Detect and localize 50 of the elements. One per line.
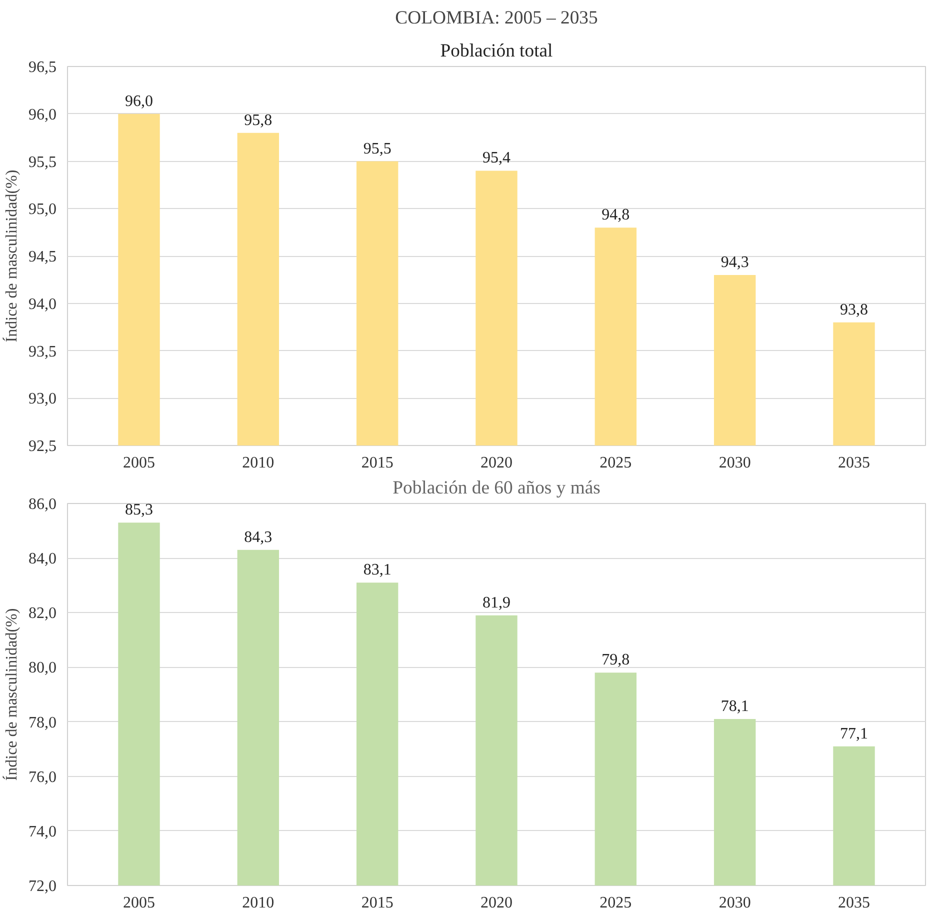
x-tick-label: 2020 (480, 454, 512, 472)
data-label: 95,5 (363, 140, 392, 158)
x-tick-label: 2030 (718, 894, 751, 912)
text: COLOMBIA: 2005 – 2035 (395, 8, 598, 28)
y-tick-label: 86,0 (28, 496, 56, 513)
y-axis-title: Índice de masculinidad(%) (2, 170, 20, 342)
y-tick-label: 76,0 (28, 768, 56, 786)
y-tick-label: 80,0 (28, 660, 56, 677)
x-tick-label: 2005 (123, 894, 155, 912)
y-tick-label: 95,5 (28, 154, 56, 171)
x-tick-label: 2005 (123, 454, 155, 472)
y-tick-label: 94,0 (28, 296, 56, 313)
x-tick-label: 2010 (242, 454, 274, 472)
data-label: 78,1 (720, 698, 749, 716)
data-label: 94,8 (602, 206, 630, 224)
y-tick-label: 93,0 (28, 390, 56, 408)
data-label: 77,1 (840, 725, 868, 742)
y-tick-label: 84,0 (28, 550, 56, 568)
data-label: 94,3 (720, 254, 749, 271)
x-tick-label: 2010 (242, 894, 274, 912)
y-tick-label: 82,0 (28, 605, 56, 622)
y-tick-label: 96,0 (28, 106, 56, 124)
data-label: 81,9 (482, 594, 510, 612)
x-tick-label: 2030 (718, 454, 751, 472)
y-axis-title: Índice de masculinidad(%) (2, 608, 20, 781)
y-tick-label: 94,5 (28, 248, 56, 266)
data-label: 93,8 (840, 301, 868, 318)
data-label: 95,4 (482, 150, 510, 167)
y-tick-label: 93,5 (28, 343, 56, 360)
data-label: 96,0 (125, 92, 153, 110)
chart-title: Población total (440, 40, 553, 62)
y-tick-label: 95,0 (28, 201, 56, 218)
x-tick-label: 2035 (838, 894, 870, 912)
y-tick-label: 72,0 (28, 878, 56, 895)
y-tick-label: 92,5 (28, 438, 56, 455)
data-label: 85,3 (125, 502, 153, 519)
y-tick-label: 96,5 (28, 59, 56, 76)
x-tick-label: 2025 (600, 454, 632, 472)
data-label: 95,8 (244, 112, 272, 129)
x-tick-label: 2020 (480, 894, 512, 912)
chart-title: Población de 60 años y más (392, 478, 600, 498)
x-tick-label: 2025 (600, 894, 632, 912)
y-tick-label: 74,0 (28, 823, 56, 840)
x-tick-label: 2035 (838, 454, 870, 472)
x-tick-label: 2015 (361, 454, 394, 472)
data-label: 79,8 (602, 652, 630, 669)
data-label: 83,1 (363, 562, 392, 579)
y-tick-label: 78,0 (28, 714, 56, 732)
x-tick-label: 2015 (361, 894, 394, 912)
data-label: 84,3 (244, 528, 272, 546)
